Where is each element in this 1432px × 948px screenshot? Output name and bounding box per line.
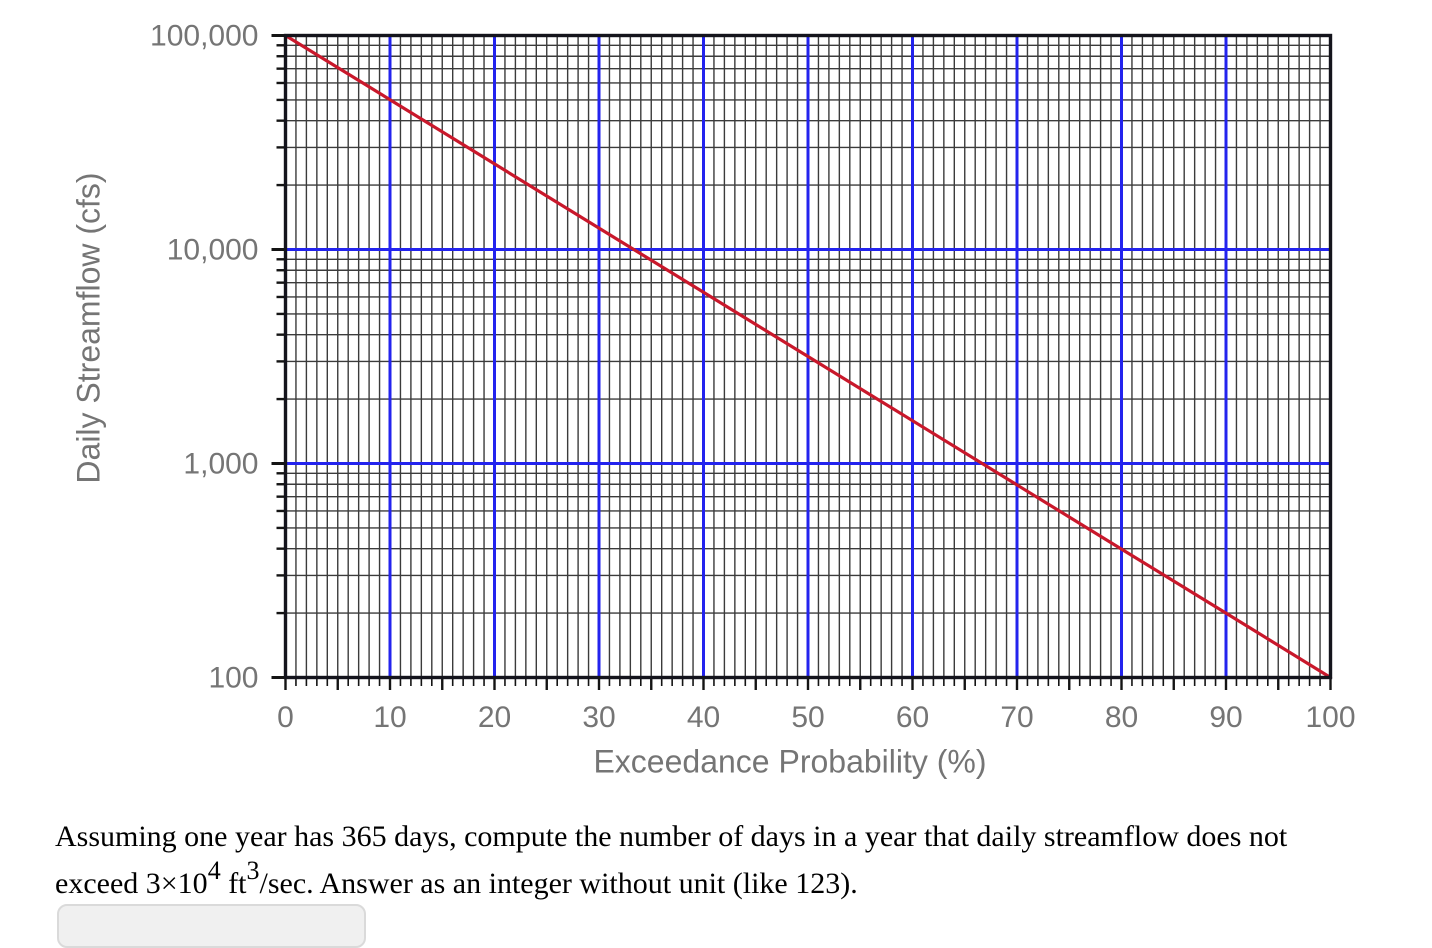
exponent-4: 4 bbox=[207, 856, 221, 885]
y-tick-label: 100,000 bbox=[150, 20, 258, 53]
x-tick-label: 60 bbox=[896, 701, 929, 734]
question-line2-part2: ft bbox=[220, 867, 247, 900]
series bbox=[283, 33, 1333, 680]
x-tick-label: 20 bbox=[478, 701, 511, 734]
chart-canvas: 0 10 20 30 40 50 60 70 80 90 100 100 1,000 10,000 100,… bbox=[150, 20, 1355, 734]
y-tick-label: 1,000 bbox=[183, 448, 258, 481]
x-tick-label: 0 bbox=[277, 701, 294, 734]
question-line-1: Assuming one year has 365 days, compute … bbox=[55, 820, 1288, 853]
y-axis-title: Daily Streamflow (cfs) bbox=[70, 172, 107, 484]
axis-ticks bbox=[271, 34, 1332, 690]
x-tick-label: 30 bbox=[582, 701, 615, 734]
minor-grid bbox=[285, 35, 1331, 678]
x-tick-label: 100 bbox=[1305, 701, 1355, 734]
x-axis-title: Exceedance Probability (%) bbox=[593, 743, 987, 780]
exponent-3: 3 bbox=[246, 856, 260, 885]
x-tick-labels: 0 10 20 30 40 50 60 70 80 90 100 bbox=[277, 701, 1355, 734]
y-tick-labels: 100 1,000 10,000 100,000 bbox=[150, 20, 258, 695]
question-line2-part1: exceed 3×10 bbox=[55, 867, 208, 900]
question-text: Assuming one year has 365 days, compute … bbox=[55, 813, 1400, 907]
x-tick-label: 80 bbox=[1105, 701, 1138, 734]
plot-frame bbox=[283, 33, 1333, 680]
question-line-2: exceed 3×104 ft3/sec. Answer as an integ… bbox=[55, 858, 858, 901]
x-tick-label: 90 bbox=[1209, 701, 1242, 734]
x-tick-label: 40 bbox=[687, 701, 720, 734]
flow-duration-chart: 0 10 20 30 40 50 60 70 80 90 100 100 1,000 10,000 100,… bbox=[70, 20, 1356, 780]
y-tick-label: 100 bbox=[208, 662, 258, 695]
flow-duration-curve bbox=[283, 33, 1333, 680]
answer-input[interactable] bbox=[57, 904, 366, 948]
x-tick-label: 10 bbox=[373, 701, 406, 734]
y-tick-label: 10,000 bbox=[167, 234, 259, 267]
x-tick-label: 50 bbox=[791, 701, 824, 734]
question-line2-part3: /sec. Answer as an integer without unit … bbox=[259, 867, 858, 900]
x-tick-label: 70 bbox=[1000, 701, 1033, 734]
